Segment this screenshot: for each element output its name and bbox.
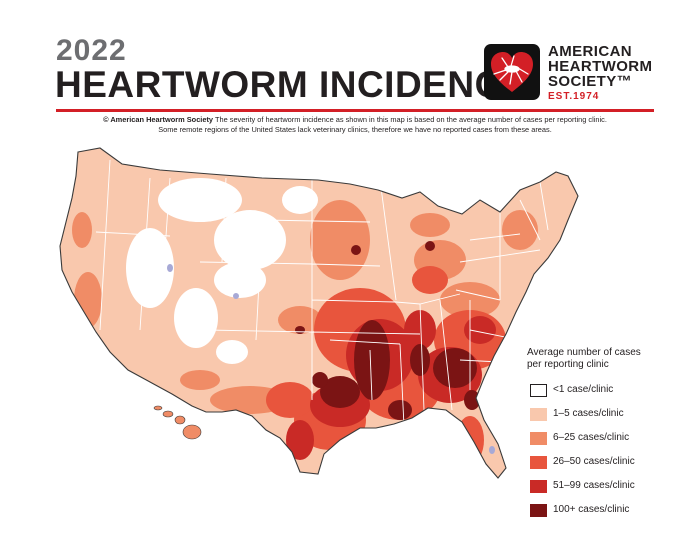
- hawaii-island: [174, 415, 186, 425]
- incidence-26-50-area: [456, 416, 484, 464]
- caption-line1: © American Heartworm Society The severit…: [56, 115, 654, 125]
- low-incidence-area: [216, 340, 248, 364]
- incidence-51-99-area: [404, 310, 436, 350]
- incidence-100-plus-area: [388, 400, 412, 420]
- title-main: HEARTWORM INCIDENCE: [55, 64, 527, 105]
- incidence-26-50-area: [412, 266, 448, 294]
- legend-swatch: [530, 456, 547, 469]
- legend-swatch: [530, 384, 547, 397]
- incidence-100-plus-area: [351, 245, 361, 255]
- incidence-100-plus-area: [433, 348, 477, 388]
- hawaii-islands: [153, 405, 202, 440]
- no-data-areas: [167, 264, 495, 454]
- legend-item: 6–25 cases/clinic: [527, 429, 697, 451]
- incidence-100-plus-area: [354, 320, 390, 400]
- low-incidence-area: [158, 178, 242, 222]
- legend-label: <1 case/clinic: [553, 384, 614, 395]
- low-incidence-area: [214, 262, 266, 298]
- incidence-100-plus-area: [320, 376, 360, 408]
- legend-swatch: [530, 480, 547, 493]
- state-borders: [95, 159, 549, 427]
- low-incidence-area: [174, 288, 218, 348]
- incidence-6-25-area: [278, 306, 322, 334]
- ahs-line3: SOCIETY™: [548, 73, 633, 90]
- legend-item: 26–50 cases/clinic: [527, 453, 697, 475]
- legend-label: 6–25 cases/clinic: [553, 432, 630, 443]
- incidence-6-25-area: [72, 212, 92, 248]
- ahs-est: EST.1974: [548, 91, 600, 102]
- low-incidence-area: [126, 228, 174, 308]
- incidence-100-plus-area: [312, 372, 328, 388]
- legend-swatch: [530, 408, 547, 421]
- incidence-100-plus-area: [464, 390, 480, 410]
- caption-credit: © American Heartworm Society: [103, 115, 214, 124]
- incidence-100-plus-area: [410, 344, 430, 376]
- legend-label: 100+ cases/clinic: [553, 504, 630, 515]
- legend-item: <1 case/clinic: [527, 381, 697, 403]
- legend-item: 1–5 cases/clinic: [527, 405, 697, 427]
- incidence-100-plus-area: [425, 241, 435, 251]
- hawaii-island: [182, 424, 202, 440]
- legend-label: 51–99 cases/clinic: [553, 480, 635, 491]
- no-data-area: [167, 264, 173, 272]
- mainland-us: [59, 147, 579, 479]
- incidence-6-25-area: [310, 200, 370, 280]
- incidence-6-25-area: [410, 213, 450, 237]
- incidence-6-25-area: [502, 210, 538, 250]
- no-data-area: [489, 446, 495, 454]
- incidence-6-25-area: [180, 370, 220, 390]
- legend-swatch: [530, 504, 547, 517]
- ahs-wordmark: AMERICAN HEARTWORM SOCIETY™ EST.1974: [548, 44, 652, 104]
- caption: © American Heartworm Society The severit…: [56, 115, 654, 135]
- incidence-26-50-area: [266, 382, 314, 418]
- legend: Average number of cases per reporting cl…: [527, 347, 697, 525]
- incidence-100-plus-area: [295, 326, 305, 334]
- title-rule: [56, 109, 654, 112]
- hawaii-island: [153, 405, 163, 411]
- ahs-line1: AMERICAN: [548, 43, 633, 60]
- legend-swatch: [530, 432, 547, 445]
- no-data-area: [233, 293, 239, 299]
- low-incidence-area: [214, 210, 286, 270]
- legend-item: 51–99 cases/clinic: [527, 477, 697, 499]
- title-year: 2022: [56, 34, 127, 67]
- incidence-51-99-area: [464, 316, 496, 344]
- legend-title: Average number of cases per reporting cl…: [527, 347, 697, 371]
- caption-text1: The severity of heartworm incidence as s…: [213, 115, 607, 124]
- legend-title-line1: Average number of cases: [527, 347, 641, 358]
- hawaii-island: [162, 410, 174, 418]
- legend-label: 1–5 cases/clinic: [553, 408, 624, 419]
- caption-line2: Some remote regions of the United States…: [158, 125, 552, 134]
- ahs-line2: HEARTWORM: [548, 58, 653, 75]
- incidence-51-99-area: [286, 420, 314, 460]
- us-coastline: [59, 147, 579, 479]
- legend-item: 100+ cases/clinic: [527, 501, 697, 523]
- legend-title-line2: per reporting clinic: [527, 359, 609, 370]
- ahs-heart-mosquito-logo: [484, 44, 540, 100]
- legend-label: 26–50 cases/clinic: [553, 456, 635, 467]
- low-incidence-area: [282, 186, 318, 214]
